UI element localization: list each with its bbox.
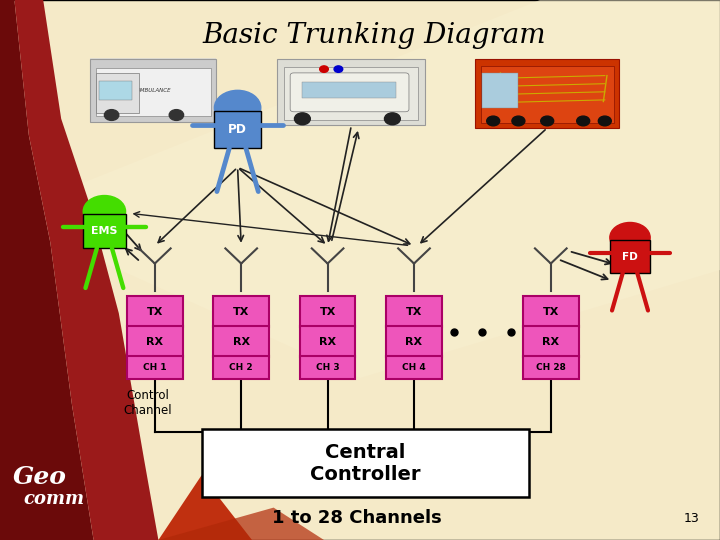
FancyBboxPatch shape [475,59,619,128]
FancyBboxPatch shape [202,429,529,497]
Text: PD: PD [228,123,247,136]
Text: Control
Channel: Control Channel [123,389,172,417]
Text: FD: FD [622,252,638,261]
FancyBboxPatch shape [523,296,579,327]
Text: comm: comm [24,490,84,508]
Text: CH 2: CH 2 [230,363,253,372]
FancyBboxPatch shape [90,59,216,122]
FancyBboxPatch shape [386,356,441,379]
FancyBboxPatch shape [96,73,139,113]
FancyBboxPatch shape [127,296,183,327]
FancyBboxPatch shape [284,67,418,120]
FancyBboxPatch shape [96,68,211,116]
Text: RX: RX [146,336,163,347]
Circle shape [320,66,328,72]
FancyBboxPatch shape [277,59,425,125]
FancyBboxPatch shape [523,356,579,379]
Text: RX: RX [233,336,250,347]
FancyBboxPatch shape [290,73,409,112]
FancyBboxPatch shape [99,81,132,100]
FancyBboxPatch shape [482,73,518,108]
Polygon shape [0,0,720,378]
Circle shape [104,110,119,120]
FancyBboxPatch shape [302,82,396,98]
FancyBboxPatch shape [214,326,269,357]
Text: TX: TX [320,307,336,317]
Text: CH 4: CH 4 [402,363,426,372]
Circle shape [169,110,184,120]
Text: TX: TX [147,307,163,317]
Text: RX: RX [405,336,423,347]
Circle shape [334,66,343,72]
FancyBboxPatch shape [300,296,356,327]
Text: CH 28: CH 28 [536,363,566,372]
FancyBboxPatch shape [214,356,269,379]
Polygon shape [0,475,252,540]
Text: Basic Trunking Diagram: Basic Trunking Diagram [202,22,546,49]
Polygon shape [0,0,94,540]
Circle shape [577,116,590,126]
Text: TX: TX [406,307,422,317]
FancyBboxPatch shape [215,111,261,148]
Text: 13: 13 [683,512,699,525]
FancyBboxPatch shape [214,296,269,327]
Text: AMBULANCE: AMBULANCE [136,88,171,93]
FancyBboxPatch shape [610,240,650,273]
Polygon shape [0,508,324,540]
FancyBboxPatch shape [523,326,579,357]
Text: Geo: Geo [13,465,66,489]
Text: RX: RX [542,336,559,347]
Circle shape [610,222,650,253]
Text: RX: RX [319,336,336,347]
FancyBboxPatch shape [481,66,614,123]
Text: TX: TX [233,307,249,317]
Circle shape [598,116,611,126]
Text: EMS: EMS [91,226,117,237]
Circle shape [84,195,125,227]
FancyBboxPatch shape [300,356,356,379]
Text: Central
Controller: Central Controller [310,443,420,483]
Polygon shape [0,0,158,540]
Circle shape [487,116,500,126]
Circle shape [512,116,525,126]
FancyBboxPatch shape [84,214,125,248]
Text: 1 to 28 Channels: 1 to 28 Channels [271,509,441,528]
FancyBboxPatch shape [386,326,441,357]
FancyBboxPatch shape [386,296,441,327]
Circle shape [541,116,554,126]
FancyBboxPatch shape [127,326,183,357]
FancyBboxPatch shape [300,326,356,357]
Circle shape [215,90,261,125]
Text: CH 3: CH 3 [316,363,339,372]
Text: CH 1: CH 1 [143,363,166,372]
FancyBboxPatch shape [127,356,183,379]
Circle shape [294,113,310,125]
Text: TX: TX [543,307,559,317]
Circle shape [384,113,400,125]
